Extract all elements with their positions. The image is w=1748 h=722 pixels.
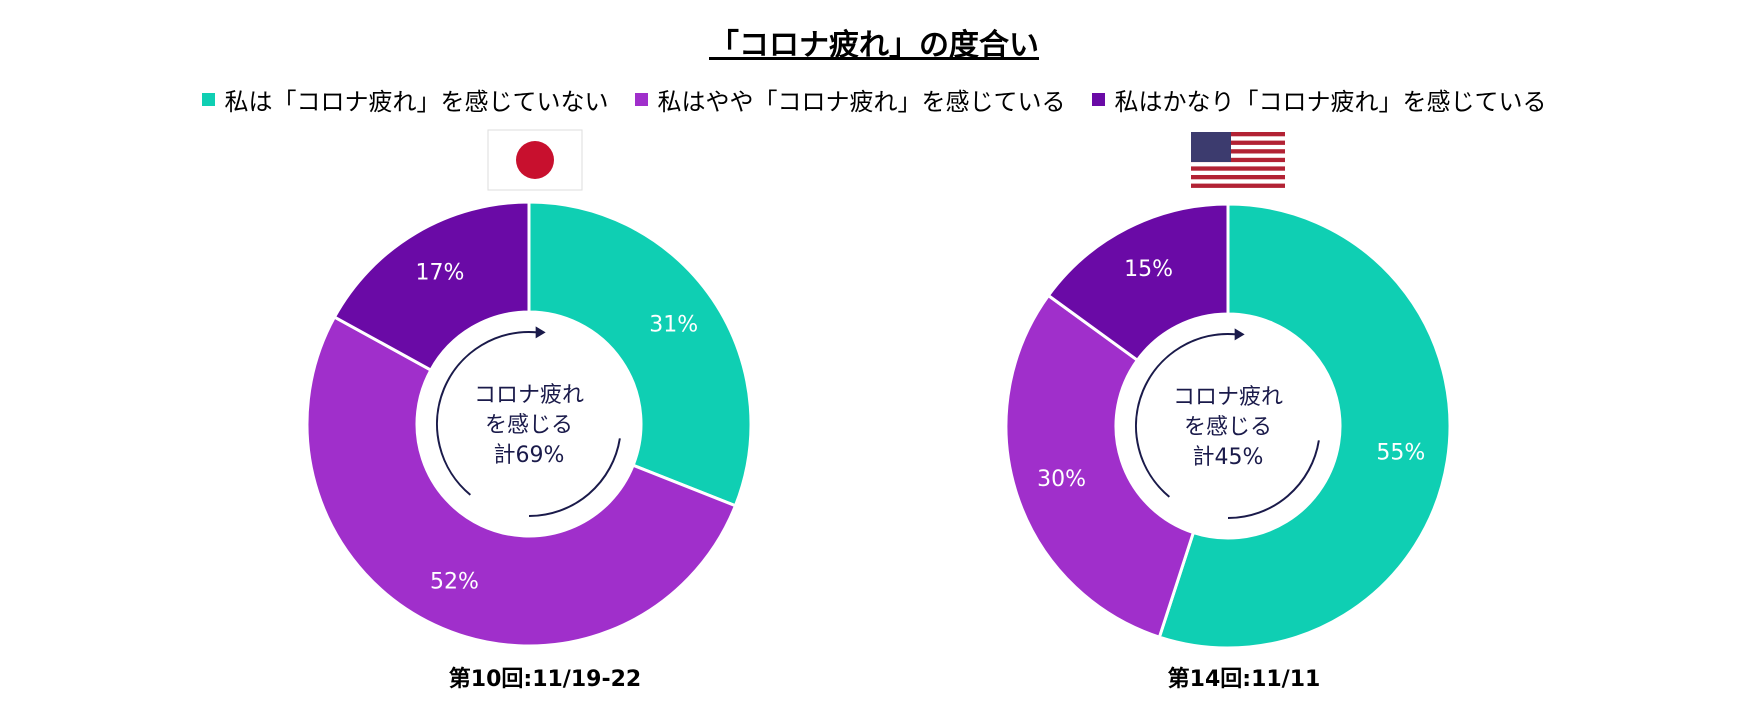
center-text: コロナ疲れ [1173, 385, 1283, 410]
flag-stripes [1191, 132, 1285, 188]
legend-swatch [201, 93, 215, 106]
legend-swatch [634, 93, 648, 106]
center-text: 計69% [494, 443, 565, 468]
legend-label: 私は「コロナ疲れ」を感じていない [224, 88, 609, 116]
subtitle: 第14回:11/11 [1168, 666, 1321, 692]
title: 「コロナ疲れ」の度合い [0, 20, 1748, 64]
donut-slice [527, 200, 753, 508]
us-flag [1191, 132, 1285, 188]
arrow-head [1234, 328, 1245, 341]
arrow-arc [1135, 333, 1237, 498]
center-text: コロナ疲れ [474, 383, 584, 408]
title-text: 「コロナ疲れ」の度合い [709, 28, 1039, 63]
flag-canton [1191, 132, 1231, 162]
donut-slice [1157, 202, 1452, 650]
arrow-head [535, 326, 546, 339]
donut-slice [1046, 202, 1230, 363]
center-text: を感じる [485, 413, 573, 438]
legend: 私は「コロナ疲れ」を感じていない 私はやや「コロナ疲れ」を感じている 私はかなり「コ… [0, 82, 1748, 117]
legend-item: 私はかなり「コロナ疲れ」を感じている [1091, 82, 1547, 117]
arrow-arc [528, 438, 621, 517]
donut-slice [305, 315, 738, 648]
legend-label: 私はかなり「コロナ疲れ」を感じている [1114, 88, 1547, 116]
japan-flag [487, 129, 583, 191]
legend-item: 私はやや「コロナ疲れ」を感じている [634, 82, 1066, 117]
data-label: 30% [1037, 467, 1086, 492]
arrow-arc [436, 331, 538, 496]
legend-item: 私は「コロナ疲れ」を感じていない [201, 82, 609, 117]
subtitle: 第10回:11/19-22 [449, 666, 641, 692]
arrow-arc [1227, 440, 1320, 519]
data-label: 15% [1124, 257, 1173, 282]
legend-swatch [1091, 93, 1105, 106]
donut-slice [1004, 293, 1196, 640]
data-label: 52% [430, 569, 479, 594]
legend-label: 私はやや「コロナ疲れ」を感じている [657, 88, 1066, 116]
center-text: を感じる [1184, 415, 1272, 440]
data-label: 55% [1376, 440, 1425, 465]
center-text: 計45% [1193, 445, 1264, 470]
donut-slice [332, 200, 531, 373]
data-label: 17% [415, 260, 464, 285]
data-label: 31% [649, 313, 698, 338]
flag-sun [516, 141, 554, 179]
